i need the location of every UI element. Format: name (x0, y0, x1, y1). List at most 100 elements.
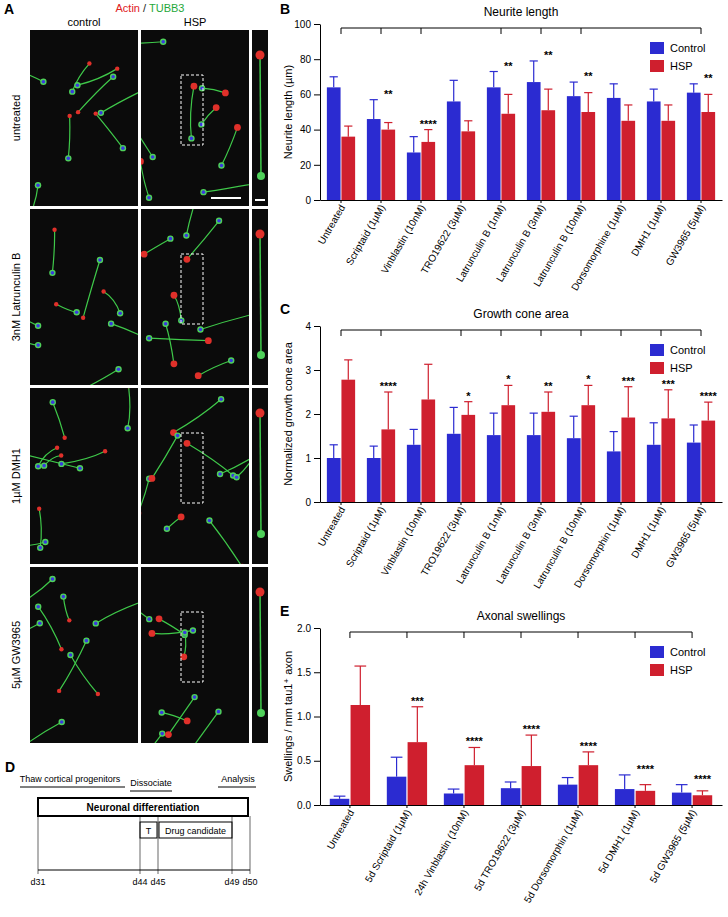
y-tick-label: 0.0 (297, 800, 311, 811)
x-axis: UntreatedScriptaid (1µM)Vinblastin (10nM… (316, 200, 723, 293)
x-tick-label: Untreated (316, 203, 347, 247)
error-bar-stem (531, 735, 532, 766)
error-bar-cap (424, 364, 432, 365)
error-bar-stem (396, 757, 397, 776)
plot-marks (327, 61, 715, 200)
bar (367, 458, 381, 502)
bar (701, 421, 715, 502)
error-bar-cap (624, 104, 632, 105)
error-bar-cap (570, 416, 578, 417)
comparison-tick (578, 632, 579, 638)
day-line (38, 816, 39, 874)
x-tick: DMH1 (1µM) (629, 502, 667, 560)
micrograph-background (30, 567, 138, 743)
comparison-tick (406, 632, 407, 638)
neurite (53, 402, 65, 438)
error-bar-cap (410, 136, 418, 137)
neurite (162, 712, 187, 721)
error-bar-stem (613, 84, 614, 98)
neurite (52, 230, 54, 273)
soma (69, 88, 75, 94)
y-tick: 2.0 (297, 623, 320, 634)
x-tick-label: 5d GW3965 (5µM) (648, 808, 699, 885)
bar (522, 766, 542, 805)
error-bar (384, 123, 392, 130)
soma (93, 620, 99, 626)
error-bar-cap (410, 429, 418, 430)
x-tick-label: GW3965 (5µM) (663, 203, 707, 268)
soma (199, 85, 205, 91)
day-line (250, 816, 251, 874)
error-bar-stem (702, 791, 703, 795)
bar (407, 152, 421, 200)
growth-cone (103, 449, 107, 453)
error-bar-cap (690, 424, 698, 425)
x-tick-mark (421, 200, 422, 203)
soma (108, 320, 114, 326)
x-tick-mark (621, 502, 622, 505)
nucleus (126, 426, 130, 430)
x-tick-label: Untreated (325, 808, 356, 852)
y-tick-label: 20 (300, 160, 312, 171)
error-bar (370, 446, 378, 458)
bar (381, 429, 395, 502)
x-tick-label: 5d TRO19622 (3µM) (472, 808, 527, 893)
day-line (140, 816, 141, 874)
error-bar (619, 775, 631, 789)
error-bar (384, 392, 392, 429)
soma (35, 342, 41, 348)
growth-cone (191, 83, 198, 90)
comparison-tick (581, 28, 582, 34)
x-tick-mark (381, 502, 382, 505)
legend-label: HSP (670, 60, 693, 72)
legend: ControlHSP (650, 646, 705, 676)
legend-swatch (650, 344, 664, 356)
micrograph (252, 209, 268, 385)
error-bar (664, 390, 672, 419)
y-tick: 80 (300, 54, 320, 65)
neurite (260, 234, 261, 355)
nucleus (38, 546, 42, 550)
phase-box (140, 822, 157, 838)
neurite (86, 369, 118, 385)
image-panel: AActin / TUBB3controlHSPuntreated3nM Lat… (0, 1, 269, 785)
bar (647, 445, 661, 502)
error-bar-stem (693, 425, 694, 443)
significance-label: **** (637, 763, 655, 775)
y-tick-label: 80 (300, 54, 312, 65)
soma (115, 366, 121, 372)
neurite (141, 108, 153, 157)
neurite (203, 183, 249, 192)
error-bar-cap (697, 790, 709, 791)
x-tick: DMH1 (1µM) (629, 200, 667, 258)
neurite (30, 722, 62, 743)
y-axis: 020406080100 (294, 19, 320, 206)
day-label: d45 (150, 877, 165, 887)
soma (197, 326, 203, 332)
stain-title-part: TUBB3 (149, 2, 184, 14)
comparison-tick (701, 330, 702, 336)
nucleus (66, 157, 70, 161)
error-bar-cap (530, 413, 538, 414)
nucleus (235, 475, 239, 479)
zoom-box (181, 75, 203, 145)
nucleus (36, 343, 40, 347)
y-tick-label: 60 (300, 89, 312, 100)
error-bar (448, 789, 460, 793)
neurite (141, 734, 162, 743)
nucleus (60, 720, 64, 724)
y-tick-mark (314, 94, 320, 95)
error-bar (450, 80, 458, 101)
x-tick-mark (701, 502, 702, 505)
error-bar-stem (588, 752, 589, 765)
x-tick-mark (461, 200, 462, 203)
growth-cone (54, 302, 58, 306)
legend-swatch (650, 42, 664, 54)
legend-swatch (650, 664, 664, 676)
error-bar-stem (388, 392, 389, 429)
nucleus (38, 621, 42, 625)
growth-cone (171, 292, 178, 299)
error-bar (424, 130, 432, 142)
error-bar-cap (676, 784, 688, 785)
soma (218, 162, 224, 168)
